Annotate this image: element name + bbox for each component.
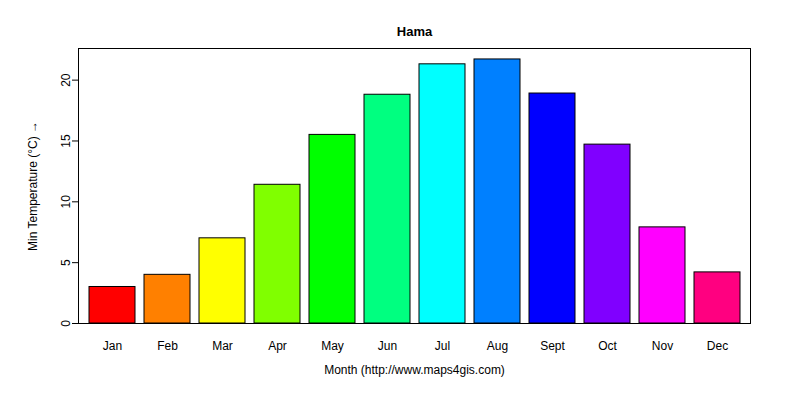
svg-text:15: 15 xyxy=(59,134,73,148)
svg-text:Min Temperature (°C) →: Min Temperature (°C) → xyxy=(26,121,40,251)
svg-text:Aug: Aug xyxy=(487,339,508,353)
svg-text:Hama: Hama xyxy=(397,24,433,39)
svg-text:Sept: Sept xyxy=(540,339,565,353)
svg-text:Nov: Nov xyxy=(652,339,673,353)
svg-text:Apr: Apr xyxy=(268,339,287,353)
svg-text:Feb: Feb xyxy=(157,339,178,353)
svg-text:0: 0 xyxy=(59,320,73,327)
svg-text:Jul: Jul xyxy=(435,339,450,353)
svg-text:May: May xyxy=(321,339,344,353)
svg-text:Mar: Mar xyxy=(212,339,233,353)
svg-text:20: 20 xyxy=(59,73,73,87)
svg-text:Dec: Dec xyxy=(707,339,728,353)
svg-text:5: 5 xyxy=(59,259,73,266)
svg-text:Month (http://www.maps4gis.com: Month (http://www.maps4gis.com) xyxy=(324,363,505,377)
svg-text:Jan: Jan xyxy=(103,339,122,353)
svg-text:Jun: Jun xyxy=(378,339,397,353)
svg-text:10: 10 xyxy=(59,195,73,209)
svg-text:Oct: Oct xyxy=(598,339,617,353)
